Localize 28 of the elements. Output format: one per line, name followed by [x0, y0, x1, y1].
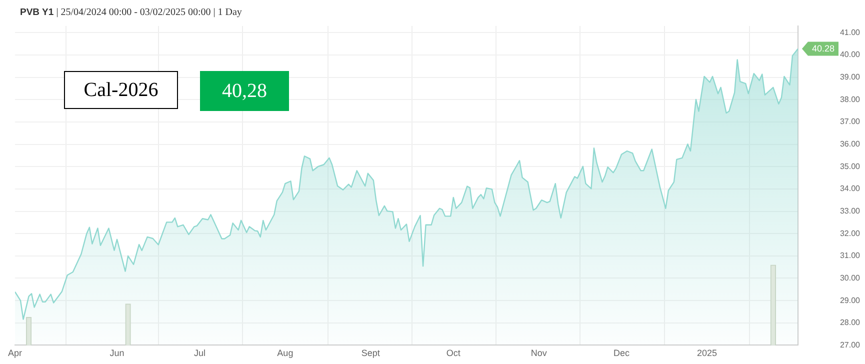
- chart-title: PVB Y1 | 25/04/2024 00:00 - 03/02/2025 00:00 | 1 Day: [20, 7, 242, 18]
- x-tick-label: Dec: [614, 348, 630, 358]
- x-tick-label: Jun: [110, 348, 124, 358]
- y-tick-label: 41.00: [840, 28, 861, 37]
- x-tick-label: 2025: [696, 348, 718, 358]
- y-tick-label: 40.00: [840, 50, 861, 60]
- y-tick-label: 37.00: [840, 117, 861, 126]
- y-tick-label: 28.00: [840, 318, 861, 328]
- annotation: 40,28: [200, 71, 289, 111]
- y-tick-label: 31.00: [840, 251, 861, 260]
- x-tick-label: Apr: [8, 348, 22, 358]
- y-tick-label: 29.00: [840, 296, 861, 305]
- annotation: 40.28: [812, 43, 835, 54]
- x-tick-label: Aug: [277, 348, 294, 358]
- y-tick-label: 39.00: [840, 72, 861, 82]
- x-tick-label: Sept: [361, 348, 380, 358]
- y-tick-label: 33.00: [840, 206, 861, 216]
- y-tick-label: 35.00: [840, 162, 861, 171]
- x-tick-label: Oct: [446, 348, 461, 358]
- y-tick-label: 27.00: [840, 340, 861, 350]
- x-tick-label: Jul: [194, 348, 206, 358]
- y-tick-label: 32.00: [840, 228, 861, 238]
- y-tick-label: 34.00: [840, 184, 861, 194]
- y-tick-label: 30.00: [840, 273, 861, 282]
- y-tick-label: 38.00: [840, 94, 861, 104]
- x-tick-label: Nov: [530, 348, 548, 358]
- y-tick-label: 36.00: [840, 140, 861, 149]
- annotation: Cal-2026: [64, 71, 178, 109]
